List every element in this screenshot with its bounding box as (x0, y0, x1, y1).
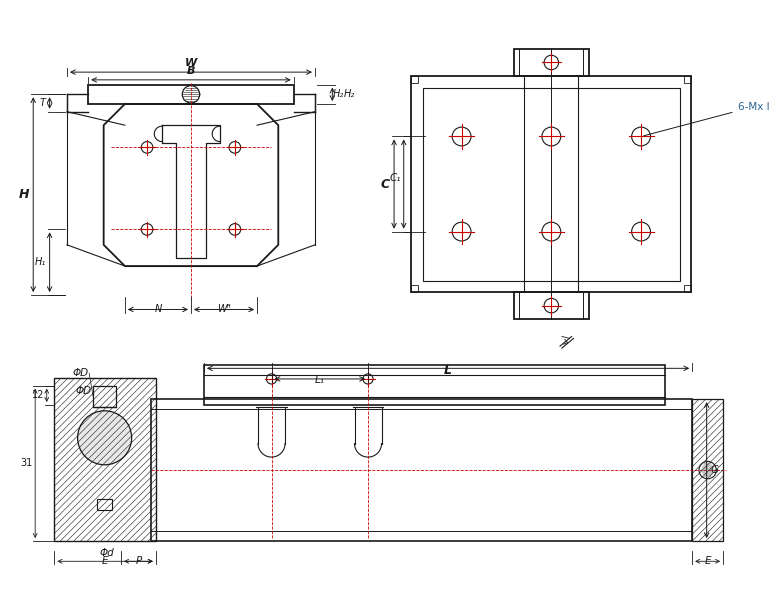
Bar (423, 87, 680, 280)
Bar (89, 85, 293, 104)
Text: G: G (711, 465, 718, 475)
Text: L: L (444, 365, 452, 378)
Bar (411, 76, 691, 292)
Bar (692, 399, 723, 541)
Bar (204, 365, 665, 405)
Text: H₂: H₂ (344, 89, 355, 99)
Text: H: H (19, 188, 29, 201)
Text: 12: 12 (32, 391, 44, 401)
Circle shape (78, 411, 132, 465)
Text: L₁: L₁ (315, 375, 325, 385)
Text: 31: 31 (20, 458, 32, 468)
Bar (514, 49, 589, 76)
Bar (411, 76, 418, 83)
Text: C: C (380, 178, 390, 191)
Text: ΦD: ΦD (75, 385, 91, 395)
Text: H₂: H₂ (333, 89, 344, 99)
Bar (97, 499, 112, 510)
Text: P: P (136, 556, 142, 566)
Text: W: W (185, 58, 197, 68)
Text: E: E (705, 556, 711, 566)
Bar (55, 378, 156, 541)
Text: B: B (187, 66, 196, 76)
Text: Wᴿ: Wᴿ (217, 304, 231, 314)
Bar (685, 286, 691, 292)
Text: C₁: C₁ (390, 173, 401, 183)
Text: ΦD: ΦD (72, 368, 89, 378)
Bar (151, 399, 692, 541)
Bar (685, 76, 691, 83)
Bar (93, 386, 116, 407)
Text: T: T (40, 98, 45, 108)
Bar (514, 292, 589, 319)
Text: E: E (102, 556, 109, 566)
Bar (411, 286, 418, 292)
Text: H₁: H₁ (35, 257, 45, 267)
Text: 6-Mx l: 6-Mx l (644, 101, 769, 136)
Text: N: N (154, 304, 162, 314)
Text: Φd: Φd (99, 548, 114, 558)
